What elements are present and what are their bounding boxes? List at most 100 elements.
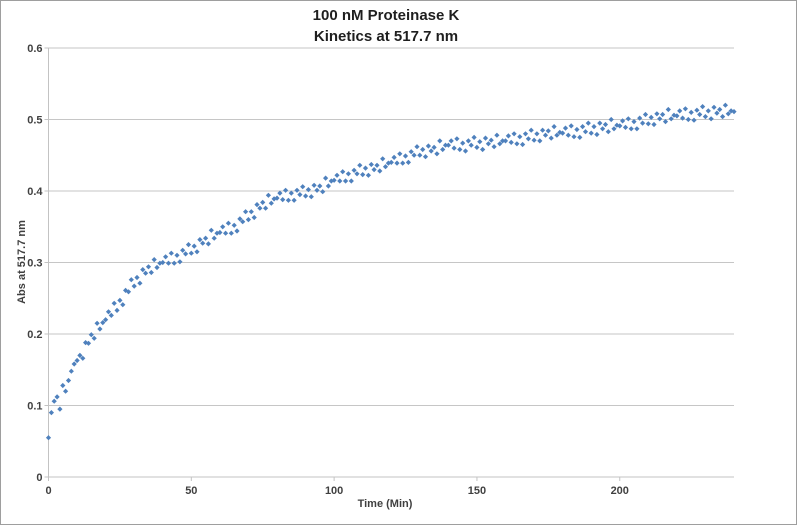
data-point-marker bbox=[160, 259, 166, 266]
data-point-marker bbox=[368, 161, 374, 168]
data-point-marker bbox=[311, 182, 317, 188]
data-point-marker bbox=[442, 142, 449, 148]
data-point-marker bbox=[554, 132, 560, 138]
data-point-marker bbox=[68, 368, 74, 374]
chart-title-line-2: Kinetics at 517.7 nm bbox=[313, 28, 459, 45]
data-point-marker bbox=[291, 197, 297, 203]
data-point-marker bbox=[465, 138, 471, 144]
data-point-marker bbox=[114, 307, 120, 313]
data-point-marker bbox=[111, 300, 117, 306]
data-point-marker bbox=[354, 171, 360, 177]
data-point-marker bbox=[571, 134, 577, 140]
data-point-marker bbox=[440, 146, 446, 153]
data-point-marker bbox=[197, 237, 203, 243]
data-point-marker bbox=[428, 148, 434, 154]
data-point-marker bbox=[203, 235, 209, 241]
data-point-marker bbox=[582, 129, 589, 135]
data-point-marker bbox=[422, 154, 429, 160]
data-point-marker bbox=[414, 144, 420, 150]
data-point-marker bbox=[237, 216, 243, 222]
data-point-marker bbox=[451, 145, 457, 151]
data-point-marker bbox=[365, 172, 371, 178]
data-point-marker bbox=[657, 116, 663, 122]
data-point-marker bbox=[271, 196, 277, 202]
data-point-marker bbox=[225, 220, 231, 226]
data-point-marker bbox=[151, 257, 157, 263]
x-tick-label: 50 bbox=[185, 485, 197, 497]
y-tick-label: 0.5 bbox=[27, 115, 42, 127]
data-point-marker bbox=[725, 111, 731, 117]
data-point-marker bbox=[654, 111, 660, 117]
data-point-marker bbox=[245, 217, 251, 223]
data-point-marker bbox=[123, 287, 129, 293]
data-point-marker bbox=[171, 260, 177, 266]
data-point-marker bbox=[551, 124, 557, 130]
data-point-marker bbox=[297, 192, 303, 198]
data-point-marker bbox=[665, 106, 671, 113]
data-point-marker bbox=[560, 130, 566, 136]
data-point-marker bbox=[180, 247, 186, 253]
data-point-marker bbox=[248, 209, 254, 215]
data-point-marker bbox=[711, 104, 717, 110]
data-point-marker bbox=[351, 167, 357, 173]
data-point-marker bbox=[431, 144, 437, 150]
data-point-marker bbox=[85, 340, 92, 346]
data-point-marker bbox=[500, 138, 506, 144]
data-point-marker bbox=[51, 398, 57, 404]
data-point-marker bbox=[342, 178, 349, 184]
data-point-marker bbox=[545, 128, 551, 134]
data-point-marker bbox=[374, 162, 380, 168]
data-point-marker bbox=[477, 139, 483, 145]
data-point-marker bbox=[411, 152, 417, 158]
data-point-marker bbox=[562, 125, 569, 131]
data-point-marker bbox=[74, 357, 80, 364]
data-point-marker bbox=[283, 187, 289, 193]
data-point-marker bbox=[323, 175, 329, 181]
data-point-marker bbox=[185, 242, 192, 248]
data-point-marker bbox=[708, 116, 714, 122]
data-point-marker bbox=[97, 326, 103, 332]
data-point-marker bbox=[274, 195, 280, 201]
data-point-marker bbox=[48, 410, 54, 416]
x-axis-title: Time (Min) bbox=[357, 498, 413, 510]
data-point-marker bbox=[157, 260, 163, 266]
data-point-marker bbox=[382, 164, 389, 170]
data-point-marker bbox=[651, 121, 657, 128]
data-point-marker bbox=[191, 243, 197, 249]
data-point-marker bbox=[511, 131, 517, 137]
data-point-marker bbox=[457, 146, 463, 153]
data-point-marker bbox=[300, 184, 306, 190]
data-point-marker bbox=[634, 126, 640, 132]
data-point-marker bbox=[522, 131, 529, 137]
data-point-marker bbox=[482, 135, 489, 141]
data-point-marker bbox=[602, 121, 609, 128]
y-tick-label: 0.2 bbox=[27, 329, 42, 341]
data-point-marker bbox=[574, 126, 580, 133]
data-point-marker bbox=[380, 156, 386, 162]
data-point-marker bbox=[591, 124, 597, 130]
data-point-marker bbox=[377, 168, 383, 174]
data-point-marker bbox=[134, 274, 140, 281]
data-point-marker bbox=[154, 264, 160, 271]
data-point-marker bbox=[371, 167, 377, 173]
data-point-marker bbox=[177, 259, 183, 265]
data-point-marker bbox=[720, 114, 726, 120]
data-point-marker bbox=[205, 241, 211, 247]
data-point-marker bbox=[91, 335, 97, 341]
data-point-marker bbox=[257, 205, 263, 211]
data-point-marker bbox=[340, 169, 346, 175]
data-point-marker bbox=[100, 320, 106, 326]
data-point-marker bbox=[557, 129, 563, 135]
data-point-marker bbox=[65, 377, 72, 384]
data-point-marker bbox=[208, 227, 214, 233]
data-point-marker bbox=[94, 320, 100, 326]
data-point-marker bbox=[660, 111, 666, 118]
data-point-marker bbox=[688, 109, 694, 115]
data-point-marker bbox=[217, 229, 223, 236]
data-point-marker bbox=[705, 108, 711, 114]
data-point-marker bbox=[334, 172, 340, 178]
data-point-marker bbox=[165, 260, 172, 266]
data-point-marker bbox=[285, 197, 291, 203]
data-point-marker bbox=[485, 141, 491, 147]
data-point-marker bbox=[54, 394, 60, 400]
